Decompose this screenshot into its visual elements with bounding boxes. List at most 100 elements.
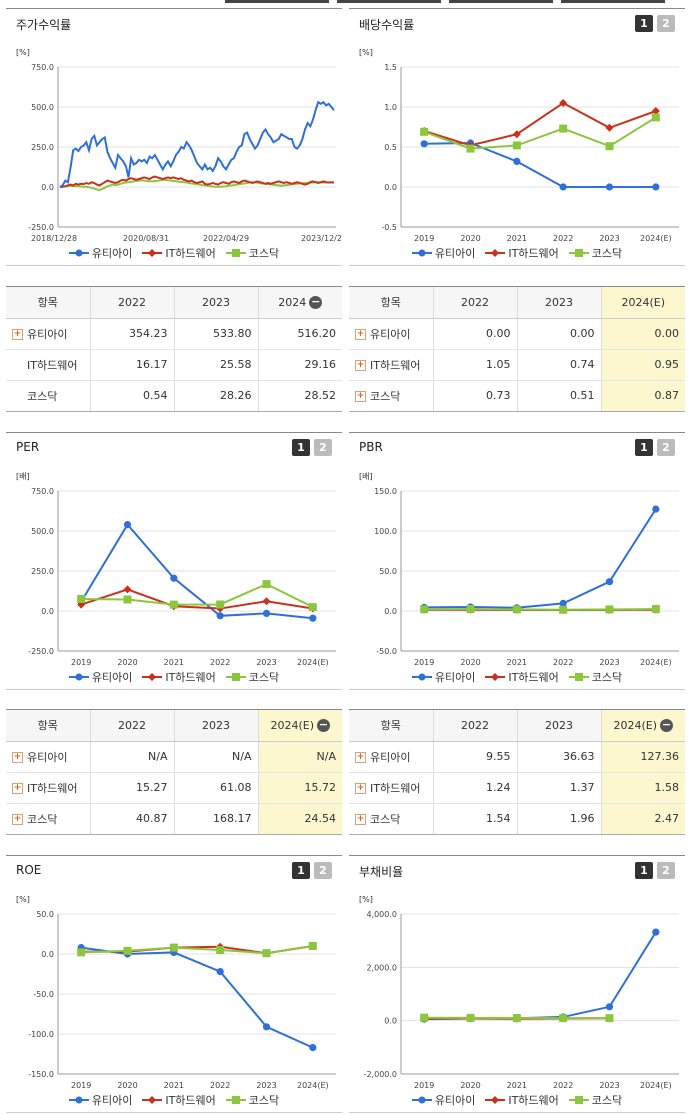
series-line-0 — [81, 946, 314, 1049]
y-tick-label: 250.0 — [31, 143, 54, 152]
row-label: 유티아이 — [27, 327, 68, 341]
x-tick-label: 2022 — [553, 1081, 573, 1090]
expand-plus-icon[interactable]: + — [355, 329, 366, 340]
y-tick-label: -250.0 — [28, 647, 54, 656]
x-tick-label: 2022 — [553, 658, 573, 667]
value-cell: N/A — [257, 741, 342, 773]
chart-button-1[interactable]: 1 — [635, 439, 653, 456]
table-row: + 유티아이 N/A N/A N/A — [6, 741, 342, 773]
table-header-cell: 2022 — [432, 710, 517, 742]
chart-button-1[interactable]: 1 — [635, 15, 653, 32]
expand-plus-icon[interactable]: + — [355, 783, 366, 794]
chart-button-2[interactable]: 2 — [314, 439, 332, 456]
table-row: 코스닥 0.54 28.26 28.52 — [6, 380, 342, 411]
table-header-cell: 2023 — [173, 710, 258, 742]
collapse-minus-icon[interactable]: − — [309, 295, 323, 309]
chart-button-1[interactable]: 1 — [292, 439, 310, 456]
panel-title: 배당수익률 — [359, 18, 415, 32]
value-cell: 516.20 — [257, 318, 342, 350]
y-tick-label: -2,000.0 — [364, 1070, 397, 1079]
chart-button-2[interactable]: 2 — [314, 862, 332, 879]
panel-title: PBR — [359, 440, 383, 454]
table-row: IT하드웨어 16.17 25.58 29.16 — [6, 349, 342, 381]
x-tick-label: 2024(E) — [640, 1081, 672, 1090]
panel-title: PER — [16, 440, 40, 454]
x-tick-label: 2023 — [256, 1081, 276, 1090]
value-cell: 16.17 — [89, 349, 174, 381]
pbr-panel: PBR 1 2 [배] 150.0 100.0 50.0 0.0 -50.0 2019 2020 20… — [349, 432, 685, 690]
expand-plus-icon[interactable]: + — [355, 814, 366, 826]
legend-marker-icon — [68, 249, 89, 257]
header-label: 2024(E) — [270, 718, 315, 732]
legend-item: 코스닥 — [225, 1092, 279, 1108]
data-point — [559, 605, 568, 614]
table-header-cell: 2022 — [89, 287, 174, 319]
row-label: IT하드웨어 — [370, 358, 421, 372]
y-tick-label: 0.0 — [41, 183, 54, 192]
x-tick-label: 2023 — [599, 658, 619, 667]
chart-legend: 유티아이 IT하드웨어 코스닥 — [349, 245, 685, 261]
table-row: + 코스닥 40.87 168.17 24.54 — [6, 803, 342, 834]
expand-plus-icon[interactable]: + — [12, 783, 23, 794]
legend-label: 유티아이 — [91, 671, 133, 684]
legend-item: 유티아이 — [68, 1092, 132, 1108]
x-tick-label: 2019 — [71, 1081, 91, 1090]
value-cell: 15.27 — [89, 772, 174, 804]
chart-svg: [%] 50.0 0.0 -50.0 -100.0 -150.0 2019 2020 2021 2… — [16, 895, 336, 1090]
chart-button-1[interactable]: 1 — [292, 862, 310, 879]
expand-plus-icon[interactable]: + — [355, 752, 366, 763]
chart-button-2[interactable]: 2 — [657, 439, 675, 456]
data-point — [605, 123, 614, 132]
collapse-minus-icon[interactable]: − — [317, 718, 331, 732]
x-tick-label: 2024(E) — [640, 658, 672, 667]
chart-button-2[interactable]: 2 — [657, 862, 675, 879]
data-point — [123, 585, 132, 594]
x-tick-label: 2021 — [164, 1081, 184, 1090]
chart-legend: 유티아이 IT하드웨어 코스닥 — [6, 245, 342, 261]
header-label: 2023 — [545, 295, 573, 309]
x-tick-label: 2018/12/28 — [31, 234, 77, 243]
data-point — [652, 928, 660, 936]
data-point — [420, 605, 429, 614]
table-header-cell: 2023 — [516, 287, 601, 319]
x-tick-label: 2019 — [414, 234, 434, 243]
data-point — [308, 603, 317, 612]
legend-label: 유티아이 — [434, 671, 476, 684]
expand-plus-icon[interactable]: + — [12, 814, 23, 826]
unit-label: [배] — [16, 472, 30, 481]
x-tick-label: 2020 — [460, 234, 480, 243]
chart-button-2[interactable]: 2 — [657, 15, 675, 32]
data-point — [512, 141, 521, 150]
y-tick-label: 0.5 — [384, 143, 397, 152]
legend-marker-icon — [411, 673, 432, 681]
table-header-cell: 2024(E) − — [600, 710, 685, 742]
data-point — [512, 1014, 521, 1022]
x-tick-label: 2021 — [507, 658, 527, 667]
y-tick-label: -50.0 — [33, 990, 54, 999]
expand-plus-icon[interactable]: + — [355, 391, 366, 403]
stock-return-table: 항목 2022 2023 2024− + 유티아이 354.23 533.80 516.20 IT… — [6, 286, 342, 412]
legend-label: 유티아이 — [91, 247, 133, 260]
value-cell: 0.51 — [516, 380, 601, 411]
data-point — [77, 595, 86, 603]
series-line-2 — [423, 116, 657, 150]
legend-label: IT하드웨어 — [165, 671, 216, 684]
value-cell: 0.00 — [600, 318, 685, 350]
header-label: 2022 — [461, 718, 489, 732]
expand-plus-icon[interactable]: + — [12, 329, 23, 340]
collapse-minus-icon[interactable]: − — [660, 718, 674, 732]
value-cell: 24.54 — [257, 803, 342, 834]
legend-item: 유티아이 — [411, 1092, 475, 1108]
expand-plus-icon[interactable]: + — [355, 360, 366, 371]
x-tick-label: 2023 — [599, 234, 619, 243]
series-line-0 — [424, 508, 657, 609]
header-label: 2022 — [118, 295, 146, 309]
row-label: 코스닥 — [370, 812, 401, 826]
expand-plus-icon[interactable]: + — [12, 752, 23, 763]
data-point — [216, 968, 224, 976]
legend-label: IT하드웨어 — [508, 671, 559, 684]
y-tick-label: 50.0 — [36, 910, 54, 919]
x-tick-label: 2020 — [117, 658, 137, 667]
chart-button-1[interactable]: 1 — [635, 862, 653, 879]
